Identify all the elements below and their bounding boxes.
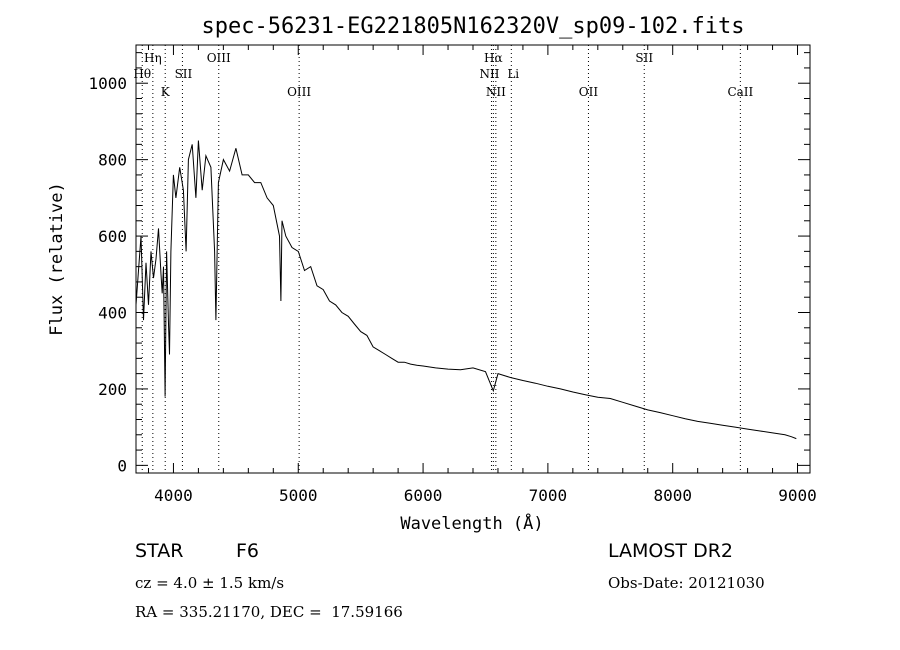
object-class: STAR <box>135 540 184 562</box>
survey-name: LAMOST DR2 <box>608 540 733 562</box>
line-marker-label: NII <box>486 85 506 99</box>
x-axis-label: Wavelength (Å) <box>400 512 543 534</box>
redshift-velocity: cz = 4.0 ± 1.5 km/s <box>135 574 285 592</box>
coordinates: RA = 335.21170, DEC = 17.59166 <box>135 603 403 621</box>
line-marker-label: SII <box>635 51 653 65</box>
plot-frame <box>135 44 811 474</box>
line-marker-label: OII <box>579 85 599 99</box>
line-marker-label: Li <box>507 67 519 81</box>
line-marker-label: K <box>161 85 171 99</box>
y-tick-label: 0 <box>117 456 127 475</box>
object-subclass: F6 <box>236 540 260 562</box>
line-marker-label: SII <box>175 67 193 81</box>
x-tick-label: 7000 <box>529 486 568 505</box>
line-marker-label: NII <box>479 67 499 81</box>
spectrum-series <box>135 140 797 440</box>
y-axis-label: Flux (relative) <box>47 182 67 336</box>
y-tick-label: 800 <box>98 151 127 170</box>
x-tick-label: 9000 <box>778 486 817 505</box>
line-marker-label: OIII <box>287 85 311 99</box>
line-marker-label: Hη <box>144 51 162 65</box>
y-axis-ticks: 0 200 400 600 800 1000 <box>88 52 810 475</box>
observation-date: Obs-Date: 20121030 <box>608 574 765 592</box>
x-tick-label: 6000 <box>404 486 443 505</box>
line-marker-label: Hθ <box>133 67 151 81</box>
x-tick-label: 8000 <box>653 486 692 505</box>
spectrum-line <box>135 140 797 440</box>
y-tick-label: 1000 <box>88 74 127 93</box>
y-tick-label: 200 <box>98 380 127 399</box>
y-tick-label: 600 <box>98 227 127 246</box>
chart-title: spec-56231-EG221805N162320V_sp09-102.fit… <box>201 14 744 39</box>
x-tick-label: 5000 <box>279 486 318 505</box>
line-marker-label: OIII <box>207 51 231 65</box>
x-tick-label: 4000 <box>154 486 193 505</box>
line-marker-label: CaII <box>727 85 753 99</box>
y-tick-label: 400 <box>98 304 127 323</box>
x-axis-ticks: 4000 5000 6000 7000 8000 9000 <box>147 45 817 505</box>
line-marker-label: Hα <box>484 51 503 65</box>
